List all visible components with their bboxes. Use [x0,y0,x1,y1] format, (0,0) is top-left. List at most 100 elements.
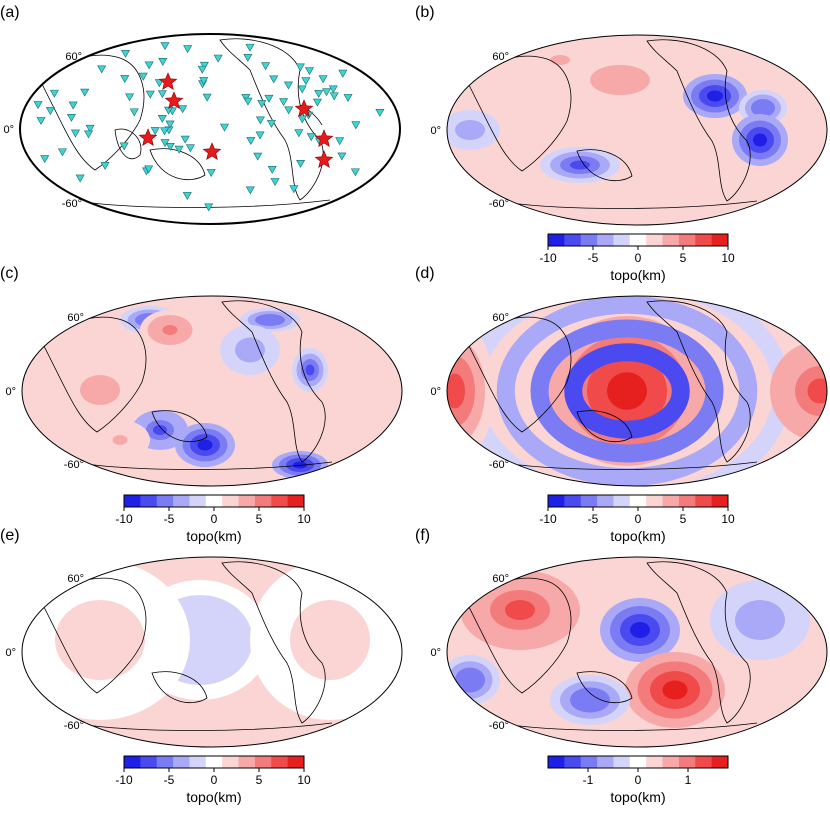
colorbar-tick-label: 0 [211,512,218,526]
lat-label-60-a: 60° [65,51,82,63]
colorbar-swatch [288,495,305,507]
lat-label: 0° [5,386,16,398]
colorbar-swatch [564,495,581,507]
colorbar-swatch [712,756,729,768]
colorbar-tick-label: -1 [583,773,594,787]
colorbar-label: topo(km) [610,528,665,544]
colorbar-tick-label: 10 [297,512,311,526]
colorbar-tick-label: -5 [588,251,599,265]
colorbar-swatch [712,495,729,507]
colorbar-tick-label: 10 [297,773,311,787]
colorbar-tick-label: -5 [164,512,175,526]
colorbar-label: topo(km) [610,267,665,283]
colorbar-swatch [679,495,696,507]
colorbar-swatch [695,495,712,507]
colorbar-tick-label: -5 [588,512,599,526]
colorbar-tick-label: -10 [539,251,557,265]
lat-label: 0° [430,647,441,659]
colorbar-swatch [173,495,190,507]
contour-band [90,383,110,398]
colorbar-swatch [564,234,581,246]
lat-label: 0° [5,647,16,659]
contour-band [550,55,570,65]
colorbar-swatch [663,234,680,246]
colorbar-swatch [646,495,663,507]
colorbar-tick-label: -10 [115,512,133,526]
colorbar-label: topo(km) [610,789,665,805]
panel-label: (d) [415,265,435,282]
colorbar-swatch [239,495,256,507]
colorbar-tick-label: 0 [635,251,642,265]
colorbar-swatch [124,495,141,507]
lat-label: 60° [67,312,84,324]
lat-label: 0° [430,386,441,398]
colorbar-swatch [695,234,712,246]
colorbar-swatch [140,495,157,507]
lat-label: -60° [489,720,509,732]
contour-band [310,620,350,660]
colorbar-swatch [679,756,696,768]
contour-band [306,365,315,376]
colorbar-swatch [597,756,614,768]
colorbar-swatch [613,756,630,768]
colorbar-swatch [271,756,288,768]
colorbar-label: topo(km) [186,528,241,544]
colorbar-tick-label: 0 [211,773,218,787]
lat-label: 60° [67,573,84,585]
lat-label: 60° [492,312,509,324]
colorbar-swatch [288,756,305,768]
contour-band [463,125,478,135]
colorbar-swatch [597,495,614,507]
contour-band [78,620,123,660]
colorbar-swatch [124,756,141,768]
colorbar-tick-label: 1 [685,773,692,787]
lat-label: 60° [492,573,509,585]
colorbar-tick-label: 10 [721,512,735,526]
colorbar-swatch [548,234,565,246]
colorbar-swatch [222,495,239,507]
contour-band [753,134,767,147]
contour-band [198,440,213,451]
panel-label: (b) [415,4,435,21]
colorbar-tick-label: 10 [721,251,735,265]
lat-label: -60° [489,459,509,471]
lat-label: 60° [492,51,509,63]
colorbar-swatch [140,756,157,768]
contour-band [163,325,178,335]
contour-band [607,372,647,410]
colorbar-swatch [630,495,647,507]
lat-label-m60-a: -60° [62,198,82,210]
colorbar-swatch [271,495,288,507]
colorbar-swatch [695,756,712,768]
contour-band [445,374,465,409]
colorbar-swatch [613,234,630,246]
colorbar-swatch [255,756,272,768]
colorbar-tick-label: 5 [680,512,687,526]
contour-band [463,674,478,687]
panel-a-label: (a) [0,4,20,21]
contour-band [663,681,688,700]
colorbar-swatch [548,495,565,507]
colorbar-swatch [548,756,565,768]
colorbar-swatch [630,756,647,768]
contour-band [630,622,650,638]
lat-label-0-a: 0° [3,124,14,136]
colorbar-tick-label: -5 [164,773,175,787]
colorbar-swatch [206,495,223,507]
lat-label: 0° [430,125,441,137]
lat-label: -60° [64,459,84,471]
colorbar-swatch [189,756,206,768]
contour-band [505,600,535,620]
colorbar-swatch [581,495,598,507]
contour-band [263,317,278,323]
colorbar-swatch [663,756,680,768]
colorbar-swatch [189,495,206,507]
